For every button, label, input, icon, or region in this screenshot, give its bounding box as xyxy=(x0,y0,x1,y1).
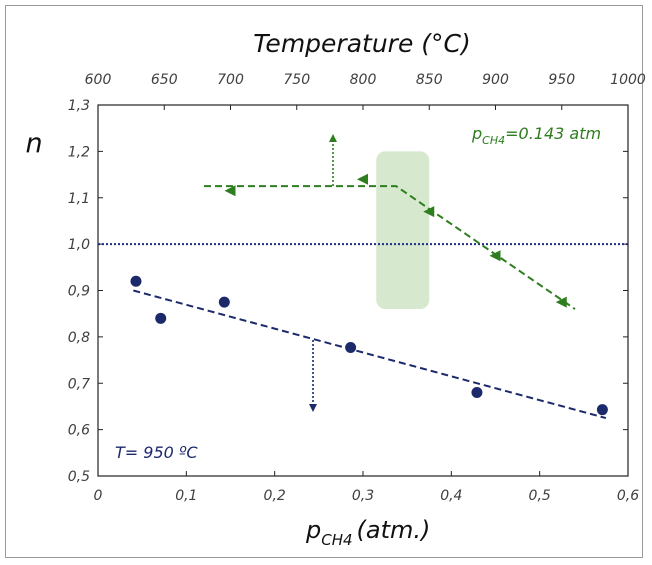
x-top-tick-label: 950 xyxy=(548,72,575,88)
y-tick-label: 0,8 xyxy=(68,330,90,346)
transition-region xyxy=(376,151,430,310)
y-tick-label: 1,0 xyxy=(68,237,90,253)
x-bottom-tick-label: 0,4 xyxy=(440,488,462,504)
blue-data-point xyxy=(345,342,357,354)
green-data-point xyxy=(224,185,236,197)
y-tick-label: 1,3 xyxy=(68,98,90,114)
temperature-annotation: T= 950 ºC xyxy=(115,443,198,462)
x-top-tick-label: 600 xyxy=(85,72,112,88)
blue-data-point xyxy=(218,296,230,308)
top-axis-title: Temperature (°C) xyxy=(253,29,470,58)
x-top-tick-label: 650 xyxy=(151,72,178,88)
x-top-tick-label: 800 xyxy=(350,72,377,88)
y-tick-label: 0,6 xyxy=(68,423,90,439)
green-axis-arrow-head xyxy=(329,134,337,142)
green-series-label-main: p xyxy=(471,124,482,143)
green-data-point xyxy=(555,296,567,308)
x-top-tick-label: 1000 xyxy=(610,72,646,88)
blue-axis-arrow-head xyxy=(309,404,317,412)
y-axis-title: n xyxy=(25,128,42,159)
blue-data-point xyxy=(155,312,167,324)
y-tick-label: 1,1 xyxy=(68,191,90,207)
y-tick-label: 0,5 xyxy=(68,469,90,485)
y-tick-label: 0,7 xyxy=(68,376,90,392)
green-fit-line xyxy=(204,185,576,310)
green-data-point xyxy=(423,206,435,218)
blue-data-point xyxy=(130,275,142,287)
bottom-axis-title-sub: CH4 xyxy=(321,531,352,549)
y-tick-label: 0,9 xyxy=(68,284,90,300)
green-data-point xyxy=(489,250,501,262)
blue-fit-line xyxy=(133,289,607,419)
bottom-axis-title: pCH4 (atm.) xyxy=(305,516,430,549)
bottom-axis-title-unit: (atm.) xyxy=(357,516,431,544)
y-tick-label: 1,2 xyxy=(68,144,90,160)
x-top-tick-label: 700 xyxy=(217,72,244,88)
x-top-tick-label: 750 xyxy=(283,72,310,88)
x-bottom-tick-label: 0 xyxy=(94,488,103,504)
x-top-tick-label: 850 xyxy=(416,72,443,88)
green-series-label-rest: =0.143 atm xyxy=(505,124,601,143)
blue-data-point xyxy=(596,404,608,416)
green-series-label: pCH4=0.143 atm xyxy=(471,124,601,147)
x-bottom-tick-label: 0,6 xyxy=(617,488,639,504)
x-bottom-tick-label: 0,3 xyxy=(352,488,374,504)
chart-frame xyxy=(5,5,643,558)
x-bottom-tick-label: 0,1 xyxy=(175,488,197,504)
x-bottom-tick-label: 0,5 xyxy=(529,488,551,504)
blue-data-point xyxy=(471,387,483,399)
green-data-point xyxy=(357,173,368,185)
x-top-tick-label: 900 xyxy=(482,72,509,88)
green-series-label-sub: CH4 xyxy=(482,134,505,147)
bottom-axis-title-main: p xyxy=(305,516,321,544)
x-bottom-tick-label: 0,2 xyxy=(264,488,286,504)
